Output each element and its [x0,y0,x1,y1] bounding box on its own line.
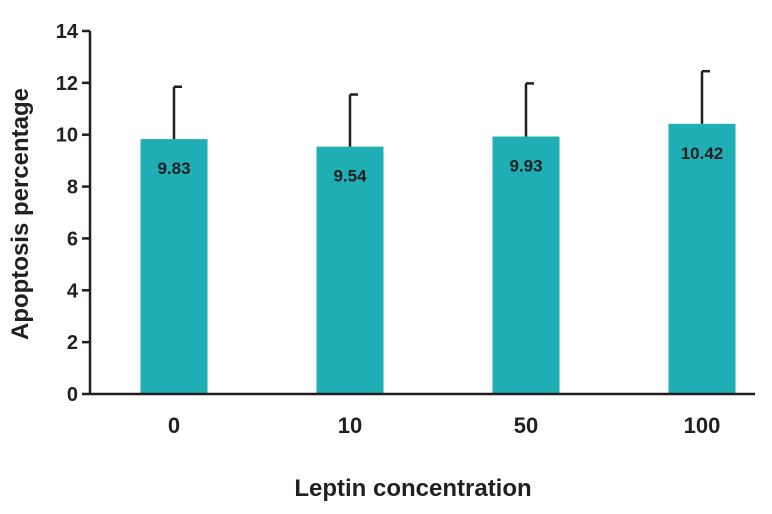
bars-layer [140,123,736,395]
y-tick-label-8: 8 [67,177,78,199]
x-ticks-layer: 0 10 50 100 [168,413,720,438]
bar-50 [492,136,560,394]
data-label-50: 9.93 [509,157,542,176]
y-tick-label-4: 4 [67,280,79,302]
data-labels-layer: 9.83 9.54 9.93 10.42 [157,144,723,186]
y-tick-label-2: 2 [67,332,78,354]
bar-10 [316,146,384,394]
bar-0 [140,139,208,394]
y-tick-label-10: 10 [56,125,78,147]
y-tick-label-14: 14 [56,21,79,43]
y-ticks-layer: 0 2 4 6 8 10 12 14 [56,21,90,406]
bar-100 [668,123,736,395]
y-tick-label-12: 12 [56,73,78,95]
y-axis-title: Apoptosis percentage [7,88,34,340]
x-tick-label-100: 100 [684,413,721,438]
axes-layer [88,31,755,396]
data-label-100: 10.42 [681,144,724,163]
x-tick-label-50: 50 [514,413,538,438]
x-tick-label-10: 10 [338,413,362,438]
x-axis-title: Leptin concentration [294,475,531,502]
y-tick-label-0: 0 [67,384,78,406]
data-label-0: 9.83 [157,159,190,178]
y-tick-label-6: 6 [67,228,78,250]
error-bars-layer [172,69,710,147]
x-tick-label-0: 0 [168,413,180,438]
data-label-10: 9.54 [333,167,367,186]
